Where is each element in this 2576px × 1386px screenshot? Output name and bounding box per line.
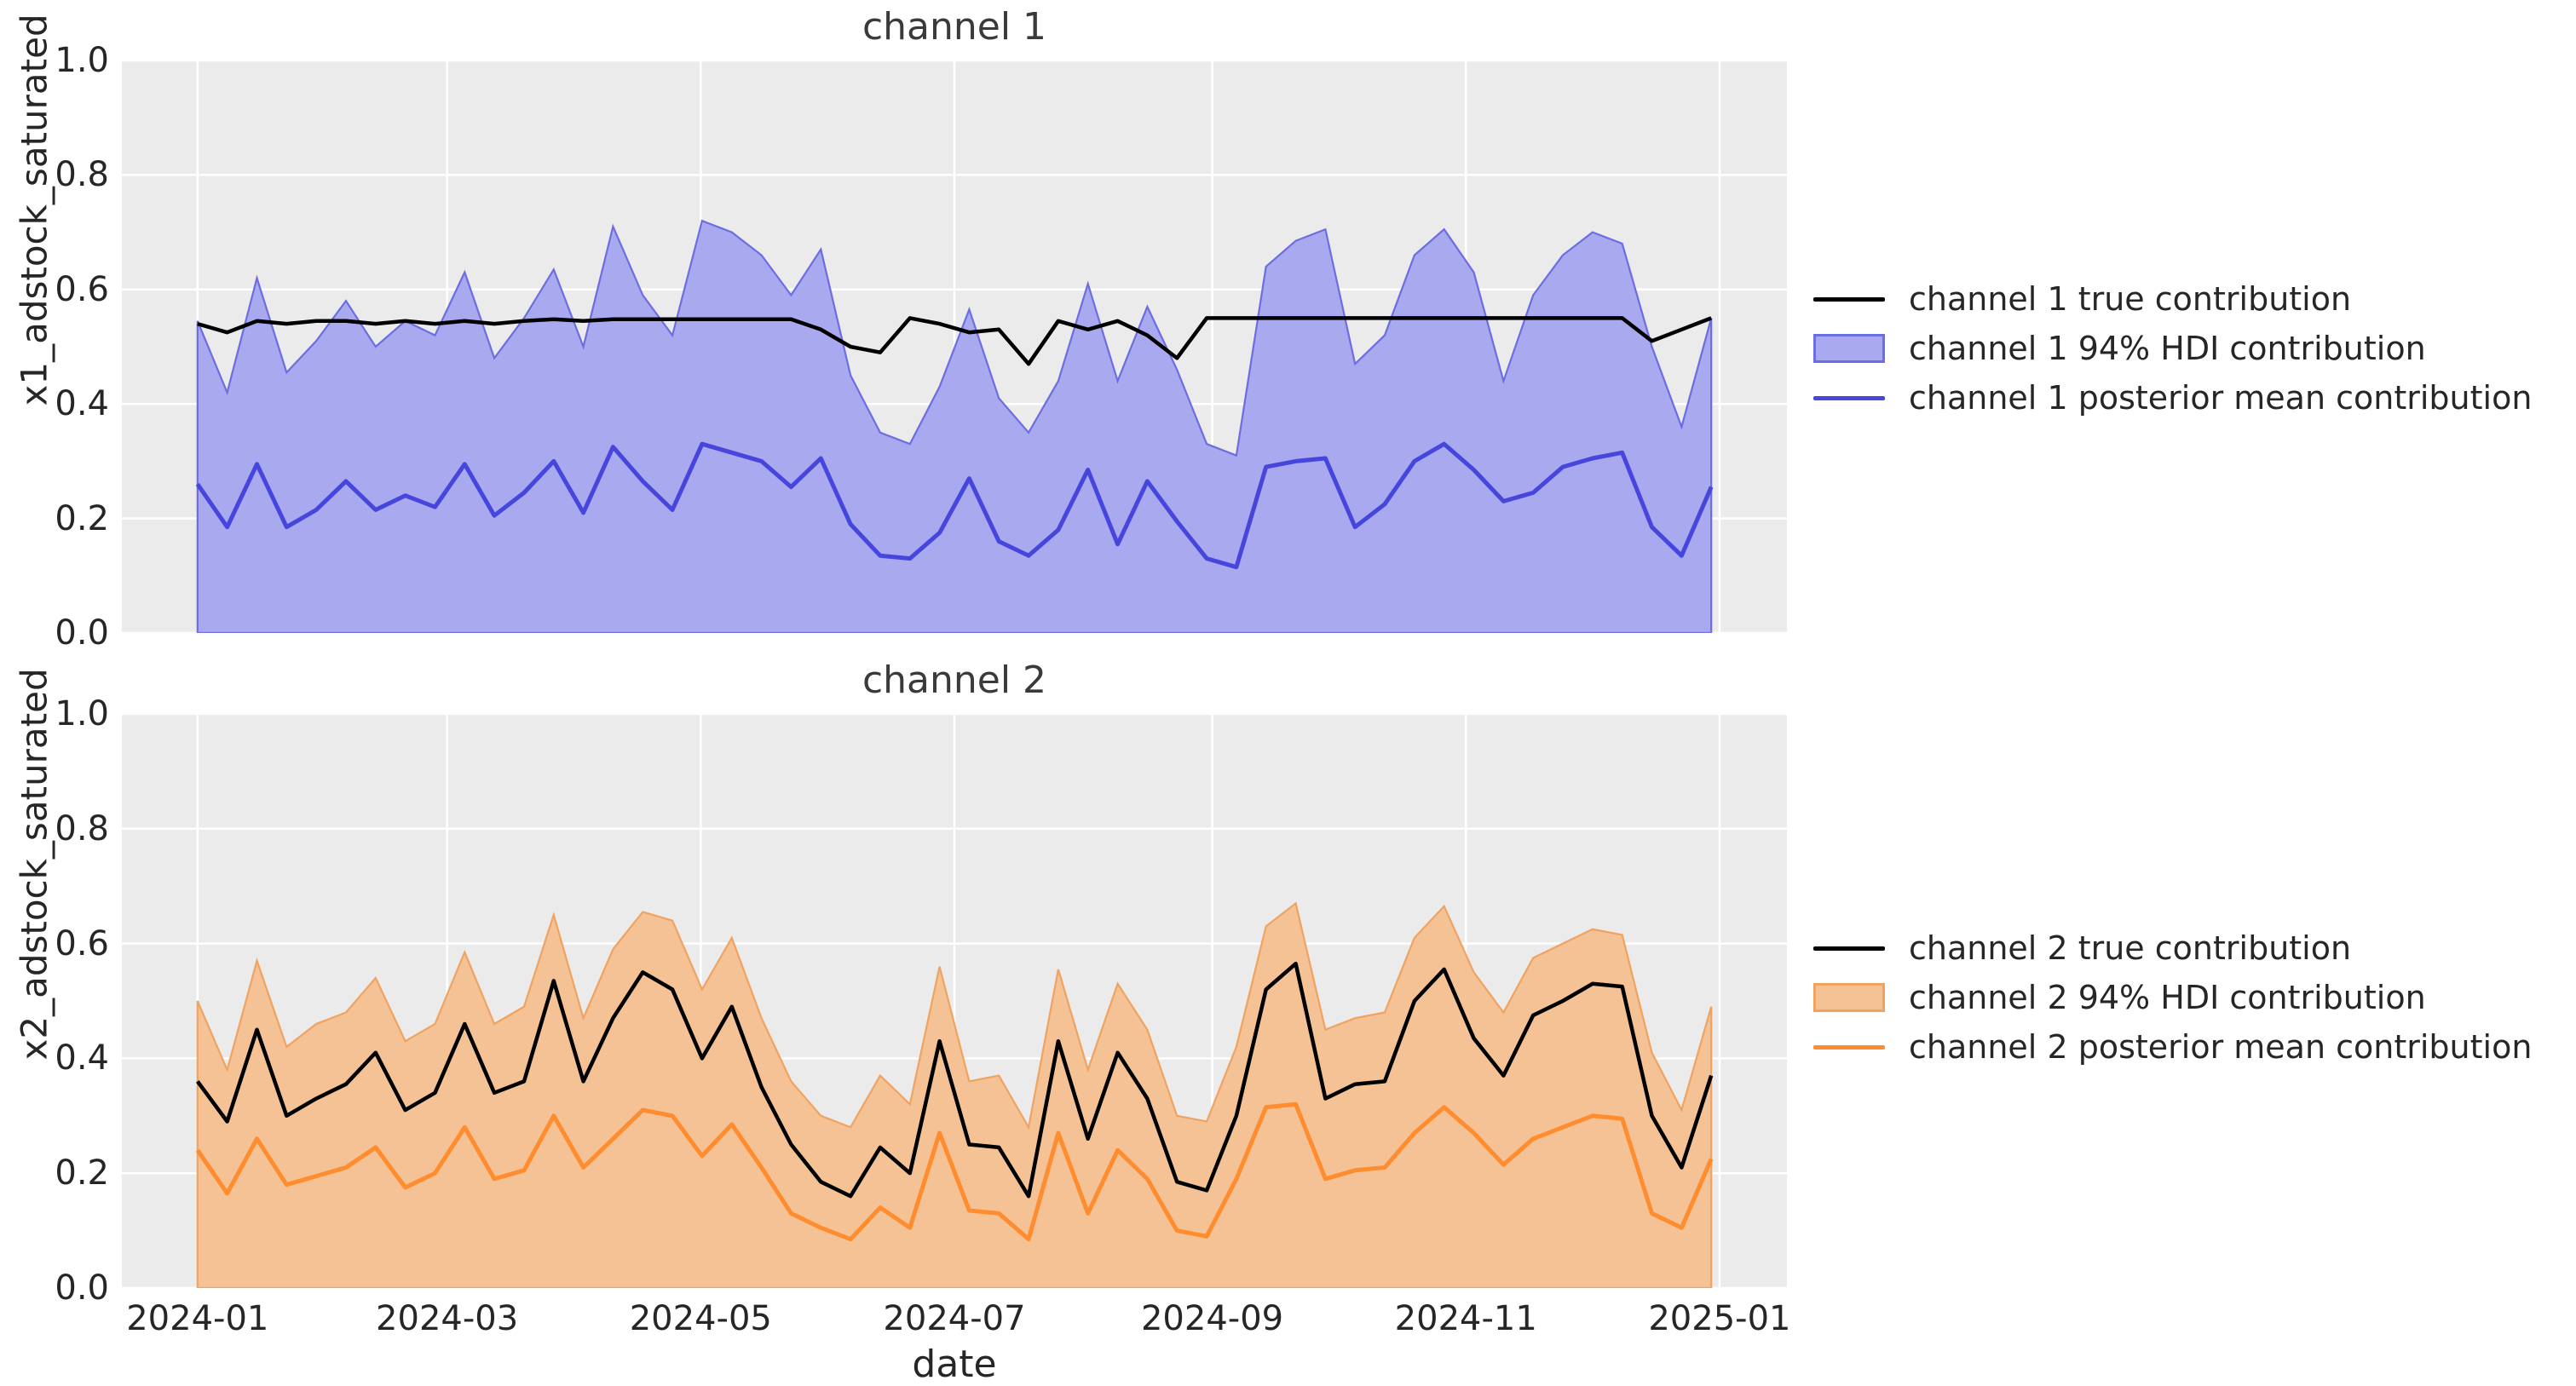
y-tick-label: 0.0: [55, 613, 109, 653]
hdi-band: [196, 219, 1713, 633]
true-line-swatch: [1813, 296, 1885, 302]
x-tick-label: 2025-01: [1648, 1299, 1791, 1338]
legend-label: channel 2 posterior mean contribution: [1909, 1028, 2533, 1066]
y-tick-label: 1.0: [55, 41, 109, 80]
true-contribution-line: [197, 316, 1713, 366]
x-tick-label: 2024-11: [1394, 1299, 1537, 1338]
y-tick-label: 0.2: [55, 498, 109, 538]
chart1-plot-area: [122, 60, 1787, 633]
y-tick-label: 0.0: [55, 1268, 109, 1308]
legend-label: channel 1 94% HDI contribution: [1909, 330, 2426, 367]
chart2-legend: channel 2 true contribution channel 2 94…: [1813, 923, 2563, 1072]
y-tick-label: 0.8: [55, 808, 109, 848]
chart2-title: channel 2: [862, 658, 1047, 702]
chart1-title: channel 1: [862, 5, 1047, 49]
y-tick-label: 0.8: [55, 155, 109, 195]
y-tick-label: 0.6: [55, 269, 109, 309]
channel-2-svg: [122, 714, 1787, 1288]
hdi-patch-swatch: [1813, 983, 1885, 1012]
posterior-mean-line: [195, 441, 1714, 570]
y-tick-label: 0.4: [55, 384, 109, 424]
legend-row: channel 2 posterior mean contribution: [1813, 1022, 2563, 1072]
mean-line-swatch: [1813, 395, 1885, 400]
x-tick-label: 2024-03: [376, 1299, 519, 1338]
hdi-patch-swatch: [1813, 334, 1885, 363]
chart1-legend: channel 1 true contribution channel 1 94…: [1813, 274, 2563, 423]
legend-row: channel 2 94% HDI contribution: [1813, 973, 2563, 1022]
legend-row: channel 1 posterior mean contribution: [1813, 373, 2563, 423]
posterior-mean-line: [195, 1101, 1714, 1242]
legend-row: channel 2 true contribution: [1813, 923, 2563, 973]
y-tick-label: 0.2: [55, 1153, 109, 1193]
true-line-swatch: [1813, 946, 1885, 951]
true-contribution-line: [195, 961, 1714, 1199]
chart2-plot-area: [122, 714, 1787, 1288]
channel-1-svg: [122, 60, 1787, 633]
xaxis-label: date: [912, 1343, 997, 1386]
legend-row: channel 1 true contribution: [1813, 274, 2563, 324]
mean-line-swatch: [1813, 1044, 1885, 1050]
legend-label: channel 1 true contribution: [1909, 280, 2352, 318]
y-tick-label: 1.0: [55, 694, 109, 733]
legend-label: channel 1 posterior mean contribution: [1909, 379, 2533, 417]
legend-label: channel 2 94% HDI contribution: [1909, 979, 2426, 1016]
x-tick-label: 2024-07: [883, 1299, 1026, 1338]
y-tick-label: 0.6: [55, 923, 109, 963]
legend-row: channel 1 94% HDI contribution: [1813, 324, 2563, 373]
x-tick-label: 2024-05: [629, 1299, 772, 1338]
y-tick-label: 0.4: [55, 1038, 109, 1078]
legend-label: channel 2 true contribution: [1909, 929, 2352, 967]
x-tick-label: 2024-09: [1140, 1299, 1284, 1338]
x-tick-label: 2024-01: [126, 1299, 269, 1338]
